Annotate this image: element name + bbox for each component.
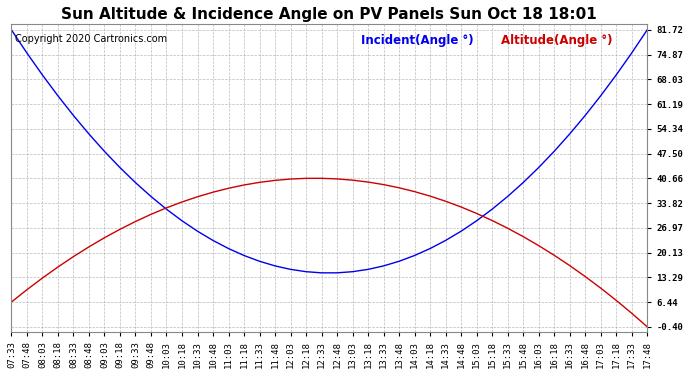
Title: Sun Altitude & Incidence Angle on PV Panels Sun Oct 18 18:01: Sun Altitude & Incidence Angle on PV Pan…: [61, 7, 597, 22]
Text: Altitude(Angle °): Altitude(Angle °): [501, 34, 613, 47]
Text: Incident(Angle °): Incident(Angle °): [361, 34, 474, 47]
Text: Copyright 2020 Cartronics.com: Copyright 2020 Cartronics.com: [14, 34, 167, 44]
